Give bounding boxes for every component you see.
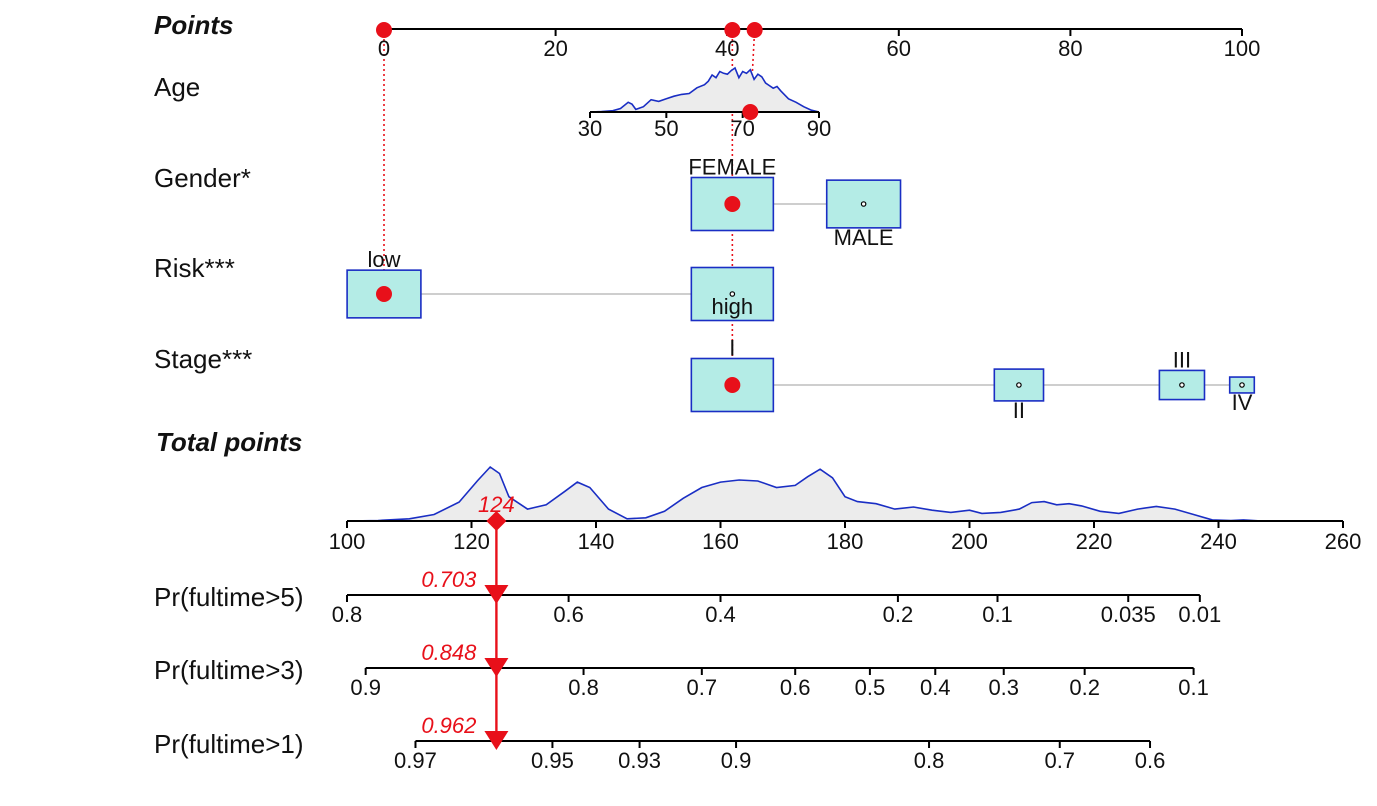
probability-tick-label: 0.9 (721, 748, 752, 773)
stage-category-label: III (1173, 347, 1191, 372)
gender-category-label: MALE (834, 225, 894, 250)
observed-probability-triangle (484, 585, 509, 604)
total-points-density-curve (346, 465, 1263, 522)
probability-tick-label: 0.8 (332, 602, 363, 627)
observed-points-dot (376, 22, 392, 38)
observed-probability-value: 0.703 (421, 567, 477, 592)
stage-category-label: I (729, 336, 735, 361)
points-axis-tick-label: 0 (378, 36, 390, 61)
probability-tick-label: 0.3 (988, 675, 1019, 700)
risk-category-label: high (712, 294, 754, 319)
probability-tick-label: 0.1 (1178, 675, 1209, 700)
age-axis-tick-label: 30 (578, 116, 602, 141)
probability-tick-label: 0.01 (1178, 602, 1221, 627)
probability-tick-label: 0.8 (914, 748, 945, 773)
stage-category-center (1016, 382, 1022, 388)
total-points-tick-label: 200 (951, 529, 988, 554)
text-layer: Points 0 20 40 60 80 100 Age 30 50 70 90 Gender* FEMA… (154, 10, 1361, 773)
risk-category-label: low (367, 247, 400, 272)
points-axis-label: Points (154, 10, 233, 40)
total-points-tick-label: 220 (1076, 529, 1113, 554)
stage-category-label: II (1013, 398, 1025, 423)
probability-tick-label: 0.035 (1101, 602, 1156, 627)
gender-category-center (860, 201, 867, 207)
risk-label: Risk*** (154, 253, 235, 283)
observed-probability-value: 0.962 (421, 713, 476, 738)
age-axis-tick-label: 70 (730, 116, 754, 141)
probability-tick-label: 0.2 (883, 602, 914, 627)
stage-label: Stage*** (154, 344, 252, 374)
observed-probability-triangle (484, 658, 509, 677)
total-points-label: Total points (156, 427, 302, 457)
total-points-tick-label: 260 (1325, 529, 1362, 554)
probability-row-label: Pr(fultime>5) (154, 582, 304, 612)
age-axis-tick-label: 50 (654, 116, 678, 141)
probability-tick-label: 0.1 (982, 602, 1013, 627)
observed-age-dot (742, 104, 759, 120)
risk-observed-dot (376, 286, 392, 302)
marks-layer (346, 22, 1344, 750)
gender-observed-dot (724, 196, 741, 212)
stage-category-center (1179, 382, 1185, 388)
age-label: Age (154, 72, 200, 102)
probability-tick-label: 0.6 (780, 675, 811, 700)
observed-age-dotted-line (749, 28, 756, 113)
probability-tick-label: 0.2 (1069, 675, 1100, 700)
connector-layer (383, 28, 1242, 386)
observed-probability-triangle (484, 731, 509, 750)
observed-probability-value: 0.848 (421, 640, 477, 665)
points-axis-tick-label: 40 (715, 36, 739, 61)
gender-label: Gender* (154, 163, 251, 193)
probability-tick-label: 0.93 (618, 748, 661, 773)
age-axis-tick-label: 90 (807, 116, 831, 141)
points-axis-tick-label: 100 (1224, 36, 1261, 61)
risk-category-center (729, 291, 736, 297)
stage-category-center (1239, 382, 1245, 388)
total-points-tick-label: 100 (329, 529, 366, 554)
total-points-tick-label: 140 (578, 529, 615, 554)
probability-tick-label: 0.6 (1135, 748, 1166, 773)
probability-tick-label: 0.6 (553, 602, 584, 627)
observed-total-diamond (486, 511, 507, 531)
gender-category-label: FEMALE (688, 155, 776, 180)
probability-tick-label: 0.8 (568, 675, 599, 700)
probability-tick-label: 0.4 (920, 675, 951, 700)
probability-tick-label: 0.5 (855, 675, 886, 700)
probability-tick-label: 0.7 (1044, 748, 1075, 773)
points-axis-tick-label: 80 (1058, 36, 1082, 61)
total-points-tick-label: 180 (827, 529, 864, 554)
observed-points-dot (746, 22, 763, 38)
stage-category-label: IV (1232, 390, 1253, 415)
total-points-tick-label: 160 (702, 529, 739, 554)
observed-total-value: 124 (478, 492, 515, 517)
stage-observed-dot (724, 377, 741, 393)
age-density-curve (589, 66, 820, 113)
total-points-tick-label: 240 (1200, 529, 1237, 554)
probability-tick-label: 0.4 (705, 602, 736, 627)
probability-row-label: Pr(fultime>1) (154, 729, 304, 759)
probability-tick-label: 0.7 (687, 675, 718, 700)
points-axis-tick-label: 60 (887, 36, 911, 61)
probability-tick-label: 0.9 (350, 675, 381, 700)
probability-row-label: Pr(fultime>3) (154, 655, 304, 685)
observed-points-dot (724, 22, 741, 38)
points-axis-tick-label: 20 (543, 36, 567, 61)
probability-tick-label: 0.95 (531, 748, 574, 773)
total-points-tick-label: 120 (453, 529, 490, 554)
probability-tick-label: 0.97 (394, 748, 437, 773)
